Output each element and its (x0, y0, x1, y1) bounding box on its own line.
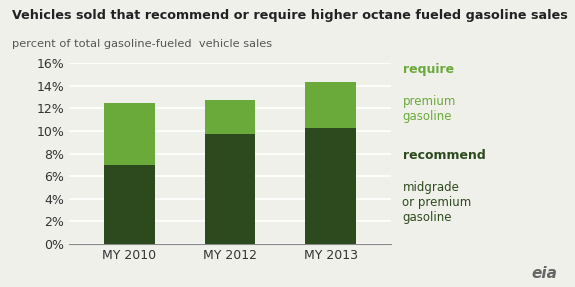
Bar (205, 134, 255, 244)
Bar (104, 165, 155, 244)
Bar (104, 103, 155, 165)
Text: percent of total gasoline-fueled  vehicle sales: percent of total gasoline-fueled vehicle… (12, 39, 271, 49)
Text: recommend: recommend (402, 149, 485, 162)
Text: require: require (402, 63, 454, 76)
Bar (305, 127, 356, 244)
Text: premium
gasoline: premium gasoline (402, 95, 456, 123)
Text: Vehicles sold that recommend or require higher octane fueled gasoline sales: Vehicles sold that recommend or require … (12, 9, 568, 22)
Bar (205, 100, 255, 134)
Text: eia: eia (532, 266, 558, 281)
Text: midgrade
or premium
gasoline: midgrade or premium gasoline (402, 181, 472, 224)
Bar (305, 82, 356, 127)
